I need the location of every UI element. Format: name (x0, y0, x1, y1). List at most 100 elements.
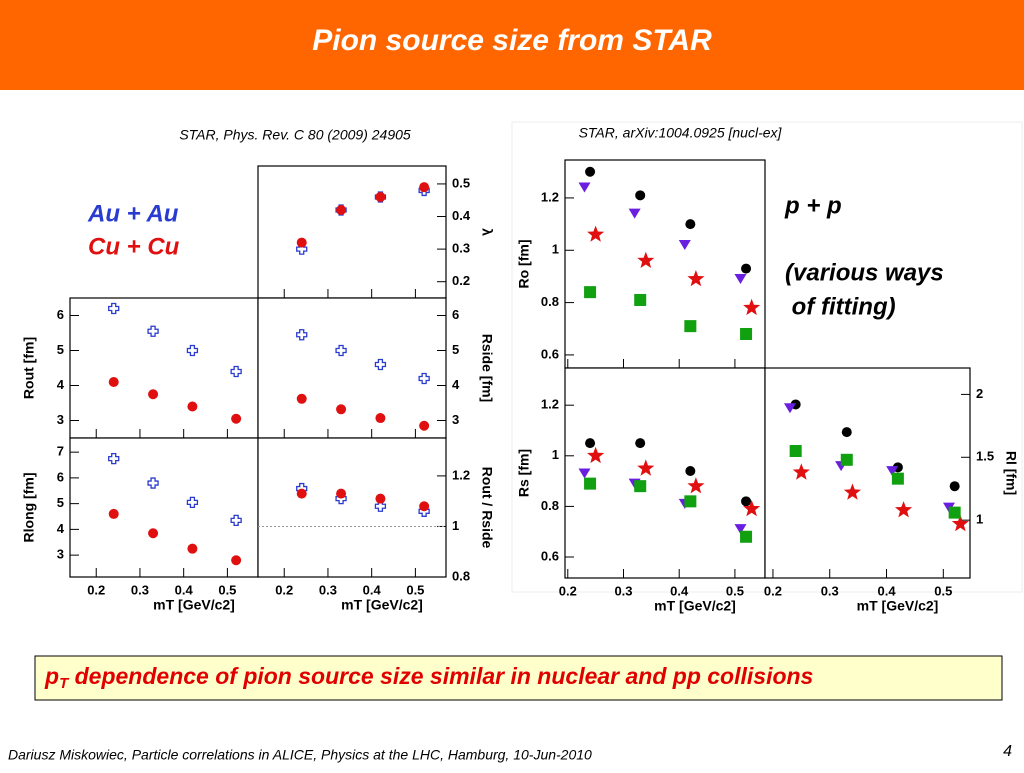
y-tick-label: 1 (552, 447, 559, 462)
y-tick-label: 5 (57, 495, 64, 510)
marker (147, 477, 159, 489)
plot-frame (257, 437, 447, 578)
marker (949, 481, 960, 492)
marker (578, 468, 591, 479)
y-tick-label: 0.5 (452, 175, 470, 190)
marker (734, 524, 747, 535)
highlight-text: pT dependence of pion source size simila… (44, 663, 813, 692)
y-axis-label: Rlong [fm] (21, 473, 37, 543)
plot-frame (69, 297, 259, 439)
marker (740, 327, 753, 340)
y-axis-label: Rl [fm] (1003, 451, 1019, 495)
y-tick-label: 1.2 (541, 397, 559, 412)
y-axis-label: Rout [fm] (21, 337, 37, 399)
marker (374, 500, 387, 512)
marker (740, 530, 753, 543)
y-tick-label: 0.6 (541, 346, 559, 361)
x-tick-label: 0.4 (363, 582, 382, 597)
marker (587, 225, 605, 242)
marker (637, 251, 655, 268)
highlight-part: p (44, 663, 59, 689)
y-axis-label: λ (479, 228, 495, 236)
marker (148, 389, 159, 400)
plot-frame (564, 159, 766, 369)
marker (792, 463, 810, 480)
marker (231, 413, 242, 424)
marker (634, 293, 647, 306)
plot-frame (69, 437, 259, 578)
marker (584, 286, 597, 299)
marker (375, 413, 386, 424)
marker (419, 182, 430, 193)
slide-title: Pion source size from STAR (312, 24, 712, 57)
highlight-part: T (59, 675, 70, 692)
marker (108, 452, 120, 465)
y-tick-label: 6 (57, 469, 64, 484)
marker (585, 438, 596, 449)
y-axis-label: Rs [fm] (516, 449, 532, 497)
y-tick-label: 0.4 (452, 208, 471, 223)
marker (108, 508, 119, 519)
marker (108, 377, 119, 387)
y-tick-label: 4 (57, 377, 65, 392)
x-axis-label: mT [GeV/c2] (153, 597, 235, 613)
marker (375, 493, 386, 504)
marker (230, 514, 242, 527)
legend-entry: Cu + Cu (88, 233, 180, 260)
plot-frame (257, 297, 447, 439)
marker (743, 298, 761, 316)
highlight-box (34, 655, 1003, 701)
marker (296, 488, 307, 499)
plot-frame (257, 165, 447, 299)
x-axis-label: mT [GeV/c2] (341, 597, 423, 613)
pp-label: p + p (784, 192, 842, 219)
marker (841, 427, 852, 438)
marker (783, 403, 796, 414)
x-tick-label: 0.5 (726, 583, 744, 598)
plot-frame (564, 367, 766, 579)
x-tick-label: 0.2 (764, 583, 782, 598)
highlight-part: dependence of pion source size similar i… (68, 663, 813, 689)
marker (375, 191, 386, 202)
x-tick-label: 0.3 (821, 583, 839, 598)
y-tick-label: 3 (57, 547, 64, 562)
x-tick-label: 0.2 (559, 583, 577, 598)
marker (147, 325, 159, 337)
marker (948, 506, 961, 519)
marker (895, 501, 913, 518)
marker (634, 480, 647, 493)
marker (419, 420, 430, 431)
marker (230, 365, 242, 378)
marker (951, 514, 969, 532)
y-tick-label: 1.2 (452, 467, 470, 482)
y-tick-label: 1.5 (976, 449, 994, 464)
marker (789, 444, 802, 457)
y-tick-label: 3 (452, 412, 459, 427)
marker (374, 358, 387, 371)
marker (687, 477, 705, 494)
marker (628, 208, 641, 219)
x-tick-label: 0.3 (131, 582, 149, 597)
marker (734, 274, 747, 285)
marker (685, 219, 696, 230)
marker (741, 263, 752, 274)
reference: STAR, Phys. Rev. C 80 (2009) 24905 (179, 127, 411, 143)
y-tick-label: 1 (976, 512, 983, 527)
x-axis-label: mT [GeV/c2] (857, 598, 939, 614)
y-tick-label: 3 (57, 412, 64, 427)
y-tick-label: 7 (57, 444, 64, 459)
x-tick-label: 0.5 (934, 583, 952, 598)
marker (578, 182, 591, 193)
marker (335, 344, 347, 357)
x-axis-label: mT [GeV/c2] (654, 598, 736, 614)
y-tick-label: 2 (976, 386, 983, 401)
x-tick-label: 0.5 (218, 582, 236, 597)
marker (148, 528, 159, 539)
reference: STAR, arXiv:1004.0925 [nucl-ex] (579, 125, 783, 141)
marker (684, 320, 697, 333)
marker (687, 270, 705, 287)
marker (186, 344, 199, 357)
pp-note: of fitting) (785, 293, 896, 320)
legend-entry: Au + Au (87, 200, 179, 227)
